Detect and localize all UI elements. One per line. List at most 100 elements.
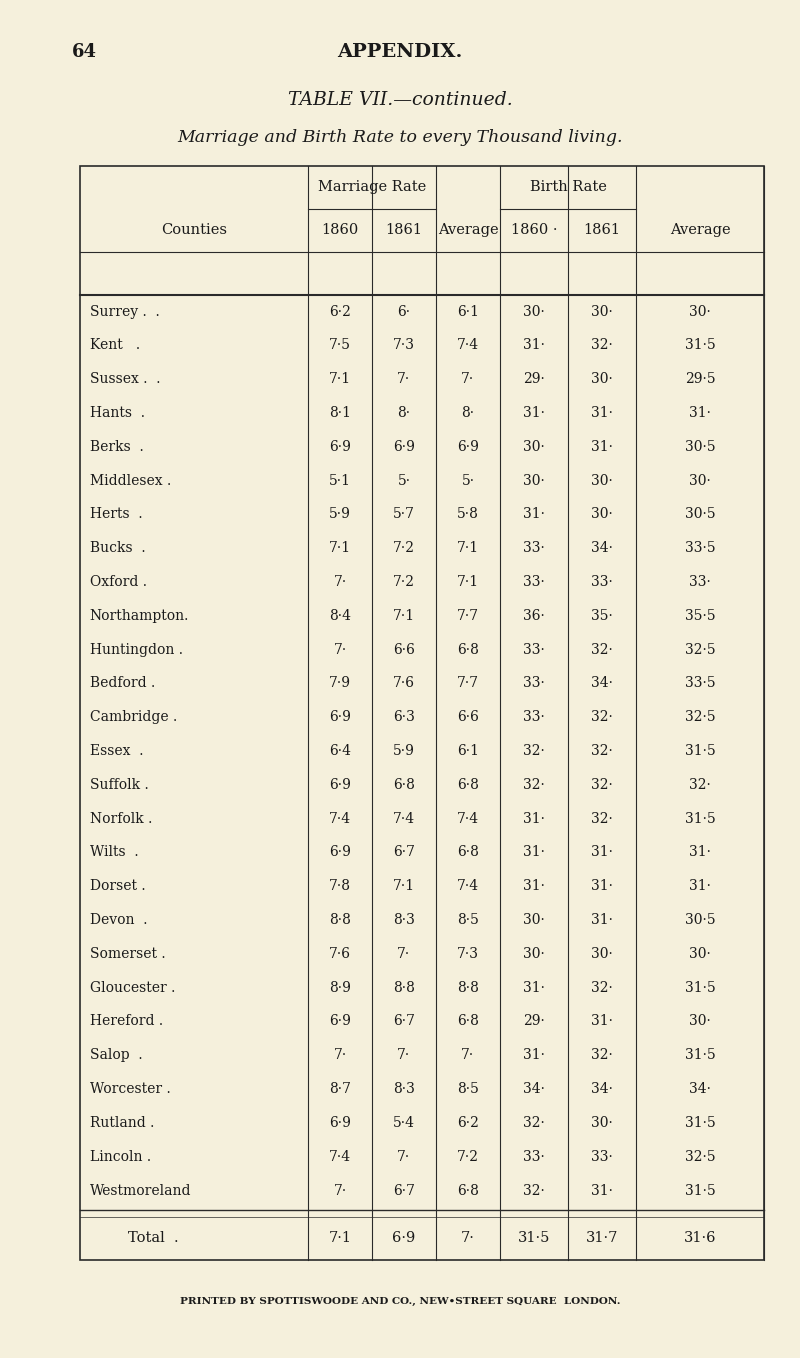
Text: Cambridge .: Cambridge . <box>90 710 177 724</box>
Text: 1861: 1861 <box>386 223 422 238</box>
Text: 34·: 34· <box>591 676 613 690</box>
Text: Wilts  .: Wilts . <box>90 846 138 860</box>
Text: 30·5: 30·5 <box>685 508 715 521</box>
Text: 31·7: 31·7 <box>586 1230 618 1245</box>
Text: 32·: 32· <box>523 1184 545 1198</box>
Text: 5·9: 5·9 <box>393 744 415 758</box>
Text: Sussex .  .: Sussex . . <box>90 372 160 386</box>
Text: 5·4: 5·4 <box>393 1116 415 1130</box>
Text: 7·: 7· <box>398 1150 410 1164</box>
Text: Birth Rate: Birth Rate <box>530 181 606 194</box>
Text: 31·: 31· <box>689 846 711 860</box>
Text: 31·: 31· <box>689 879 711 894</box>
Text: 6·8: 6·8 <box>457 846 479 860</box>
Text: 6·9: 6·9 <box>329 1014 351 1028</box>
Text: 6·7: 6·7 <box>393 1184 415 1198</box>
Text: 6·9: 6·9 <box>329 846 351 860</box>
Text: 32·: 32· <box>591 812 613 826</box>
Text: 7·1: 7·1 <box>457 542 479 555</box>
Text: 8·: 8· <box>462 406 474 420</box>
Text: 6·6: 6·6 <box>457 710 479 724</box>
Text: 34·: 34· <box>689 1082 711 1096</box>
Text: 8·8: 8·8 <box>393 980 415 994</box>
Text: 30·: 30· <box>591 474 613 488</box>
Text: 6·1: 6·1 <box>457 304 479 319</box>
Text: 7·6: 7·6 <box>393 676 415 690</box>
Text: 30·: 30· <box>591 1116 613 1130</box>
Text: 31·: 31· <box>523 846 545 860</box>
Text: 30·: 30· <box>591 508 613 521</box>
Text: 6·9: 6·9 <box>457 440 479 454</box>
Text: 31·: 31· <box>591 1184 613 1198</box>
Text: 32·: 32· <box>591 1048 613 1062</box>
Text: 7·1: 7·1 <box>329 542 351 555</box>
Text: Bedford .: Bedford . <box>90 676 155 690</box>
Text: 31·5: 31·5 <box>685 1116 715 1130</box>
Text: 6·9: 6·9 <box>329 778 351 792</box>
Text: 31·: 31· <box>689 406 711 420</box>
Text: 31·: 31· <box>523 1048 545 1062</box>
Text: 30·: 30· <box>591 304 613 319</box>
Text: 7·4: 7·4 <box>329 812 351 826</box>
Text: 31·: 31· <box>523 980 545 994</box>
Text: 6·9: 6·9 <box>329 440 351 454</box>
Text: 6·8: 6·8 <box>457 1184 479 1198</box>
Text: 33·: 33· <box>523 642 545 657</box>
Text: 7·3: 7·3 <box>393 338 415 352</box>
Text: 7·: 7· <box>398 947 410 961</box>
Text: 32·: 32· <box>591 338 613 352</box>
Text: Worcester .: Worcester . <box>90 1082 170 1096</box>
Text: PRINTED BY SPOTTISWOODE AND CO., NEW•STREET SQUARE  LONDON.: PRINTED BY SPOTTISWOODE AND CO., NEW•STR… <box>180 1297 620 1306</box>
Text: 32·: 32· <box>591 710 613 724</box>
Text: 7·4: 7·4 <box>457 812 479 826</box>
Text: 7·2: 7·2 <box>457 1150 479 1164</box>
Text: 34·: 34· <box>591 1082 613 1096</box>
Text: 7·: 7· <box>334 574 346 589</box>
Text: Huntingdon .: Huntingdon . <box>90 642 182 657</box>
Text: 30·: 30· <box>591 947 613 961</box>
Text: 7·: 7· <box>334 1184 346 1198</box>
Text: Westmoreland: Westmoreland <box>90 1184 191 1198</box>
Text: 32·: 32· <box>591 744 613 758</box>
Text: 7·: 7· <box>461 1230 475 1245</box>
Text: 30·: 30· <box>689 304 711 319</box>
Text: 32·: 32· <box>591 980 613 994</box>
Text: 30·: 30· <box>689 947 711 961</box>
Text: Bucks  .: Bucks . <box>90 542 146 555</box>
Text: Gloucester .: Gloucester . <box>90 980 175 994</box>
Text: 32·: 32· <box>591 778 613 792</box>
Text: 8·7: 8·7 <box>329 1082 351 1096</box>
Text: Surrey .  .: Surrey . . <box>90 304 159 319</box>
Text: 7·7: 7·7 <box>457 676 479 690</box>
Text: 7·1: 7·1 <box>393 879 415 894</box>
Text: 31·: 31· <box>591 913 613 928</box>
Text: 7·6: 7·6 <box>329 947 351 961</box>
Text: 31·5: 31·5 <box>685 1184 715 1198</box>
Text: 6·9: 6·9 <box>329 1116 351 1130</box>
Text: 29·: 29· <box>523 372 545 386</box>
Text: TABLE VII.—continued.: TABLE VII.—continued. <box>288 91 512 109</box>
Text: 6·3: 6·3 <box>393 710 415 724</box>
Text: 6·: 6· <box>398 304 410 319</box>
Text: 7·5: 7·5 <box>329 338 351 352</box>
Text: 33·: 33· <box>591 574 613 589</box>
Text: 33·5: 33·5 <box>685 676 715 690</box>
Text: 7·4: 7·4 <box>457 879 479 894</box>
Text: 6·8: 6·8 <box>393 778 415 792</box>
Text: Marriage and Birth Rate to every Thousand living.: Marriage and Birth Rate to every Thousan… <box>178 129 622 147</box>
Text: 30·: 30· <box>523 474 545 488</box>
Text: 30·5: 30·5 <box>685 913 715 928</box>
Text: 31·: 31· <box>591 846 613 860</box>
Text: 7·4: 7·4 <box>329 1150 351 1164</box>
Text: 35·5: 35·5 <box>685 608 715 623</box>
Text: 7·9: 7·9 <box>329 676 351 690</box>
Text: 6·1: 6·1 <box>457 744 479 758</box>
Text: 7·2: 7·2 <box>393 542 415 555</box>
Text: 8·8: 8·8 <box>457 980 479 994</box>
Text: 6·8: 6·8 <box>457 642 479 657</box>
Text: 30·: 30· <box>523 304 545 319</box>
Text: 6·2: 6·2 <box>457 1116 479 1130</box>
Text: 30·: 30· <box>523 947 545 961</box>
Text: 7·1: 7·1 <box>457 574 479 589</box>
Text: APPENDIX.: APPENDIX. <box>338 43 462 61</box>
